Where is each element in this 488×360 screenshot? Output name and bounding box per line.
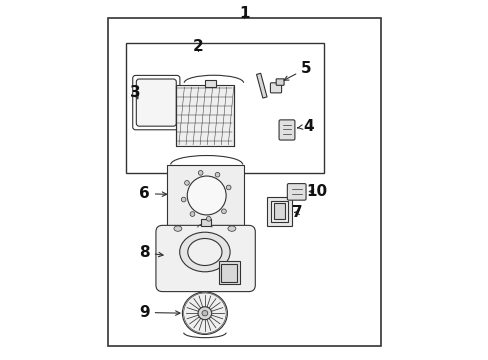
Text: 5: 5 [284,61,311,80]
Ellipse shape [202,310,207,316]
Ellipse shape [182,292,227,334]
Ellipse shape [179,232,230,272]
FancyBboxPatch shape [136,79,176,126]
Ellipse shape [187,239,222,266]
Text: 7: 7 [292,205,303,220]
Ellipse shape [206,216,211,221]
FancyBboxPatch shape [276,79,284,85]
Bar [107,18,381,346]
FancyBboxPatch shape [200,219,211,226]
FancyBboxPatch shape [167,165,244,226]
FancyBboxPatch shape [270,83,281,93]
Text: 2: 2 [192,39,203,54]
FancyBboxPatch shape [287,184,305,200]
Ellipse shape [221,209,226,213]
Text: 8: 8 [139,245,163,260]
Ellipse shape [184,181,189,185]
Text: 10: 10 [305,184,326,199]
Text: 9: 9 [139,305,180,320]
FancyBboxPatch shape [156,225,255,292]
Ellipse shape [187,176,225,215]
Ellipse shape [198,171,203,175]
FancyBboxPatch shape [273,203,285,219]
Ellipse shape [215,172,220,177]
FancyBboxPatch shape [266,197,291,226]
Ellipse shape [227,226,235,231]
Text: 3: 3 [130,85,141,100]
Ellipse shape [198,307,211,320]
Bar [125,43,323,173]
Polygon shape [256,73,266,98]
FancyBboxPatch shape [279,120,294,140]
Text: 1: 1 [239,6,249,21]
FancyBboxPatch shape [270,201,287,222]
Text: 4: 4 [297,118,313,134]
Ellipse shape [174,226,182,231]
Ellipse shape [181,197,185,202]
FancyBboxPatch shape [204,80,215,87]
Ellipse shape [226,185,230,190]
FancyBboxPatch shape [218,261,240,284]
Ellipse shape [190,212,194,216]
Text: 6: 6 [139,186,166,201]
FancyBboxPatch shape [221,264,237,282]
FancyBboxPatch shape [176,85,233,146]
